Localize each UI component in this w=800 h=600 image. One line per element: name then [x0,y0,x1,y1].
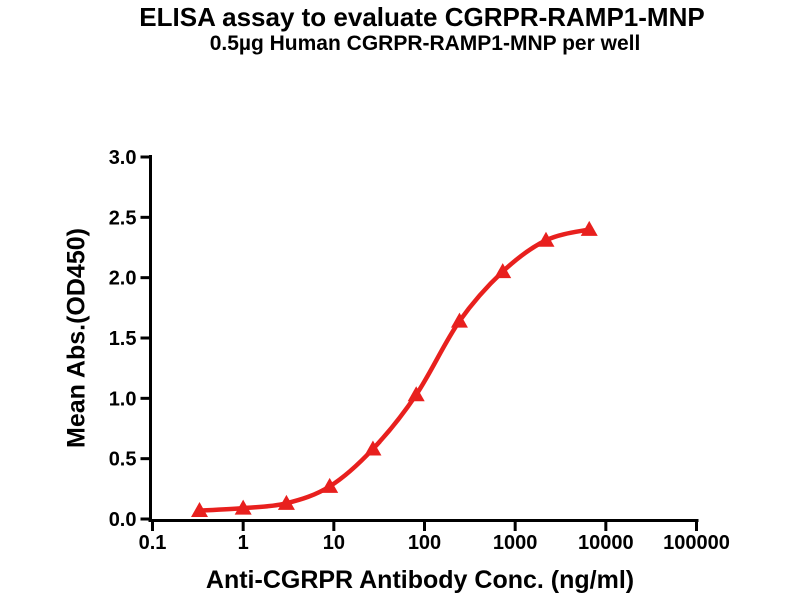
data-point-marker [450,312,468,328]
data-point-marker [494,263,512,279]
chart-subtitle: 0.5µg Human CGRPR-RAMP1-MNP per well [209,32,641,55]
data-point-marker [277,494,295,510]
data-point-marker [321,477,339,493]
data-point-marker [364,440,382,456]
x-axis-label: Anti-CGRPR Antibody Conc. (ng/ml) [205,566,635,594]
x-tick-label: 10000 [578,532,634,554]
x-tick-label: 0.1 [139,532,167,554]
chart-title: ELISA assay to evaluate CGRPR-RAMP1-MNP [139,2,705,32]
y-tick-label: 1.5 [109,328,137,350]
data-point-marker [407,386,425,402]
y-tick-label: 0.5 [109,449,137,471]
x-tick-label: 100 [408,532,441,554]
y-tick-label: 2.5 [109,207,137,229]
x-tick-label: 100000 [663,532,730,554]
y-tick-label: 0.0 [109,509,137,531]
x-tick-label: 1 [238,532,249,554]
x-tick-label: 1000 [493,532,538,554]
data-point-marker [234,499,252,515]
y-tick-label: 1.0 [109,388,137,410]
data-point-marker [580,220,598,236]
y-tick-label: 3.0 [109,147,137,169]
x-tick-label: 10 [323,532,345,554]
data-point-marker [537,231,555,247]
data-point-marker [191,502,209,518]
elisa-curve [197,227,592,513]
y-tick-label: 2.0 [109,268,137,290]
